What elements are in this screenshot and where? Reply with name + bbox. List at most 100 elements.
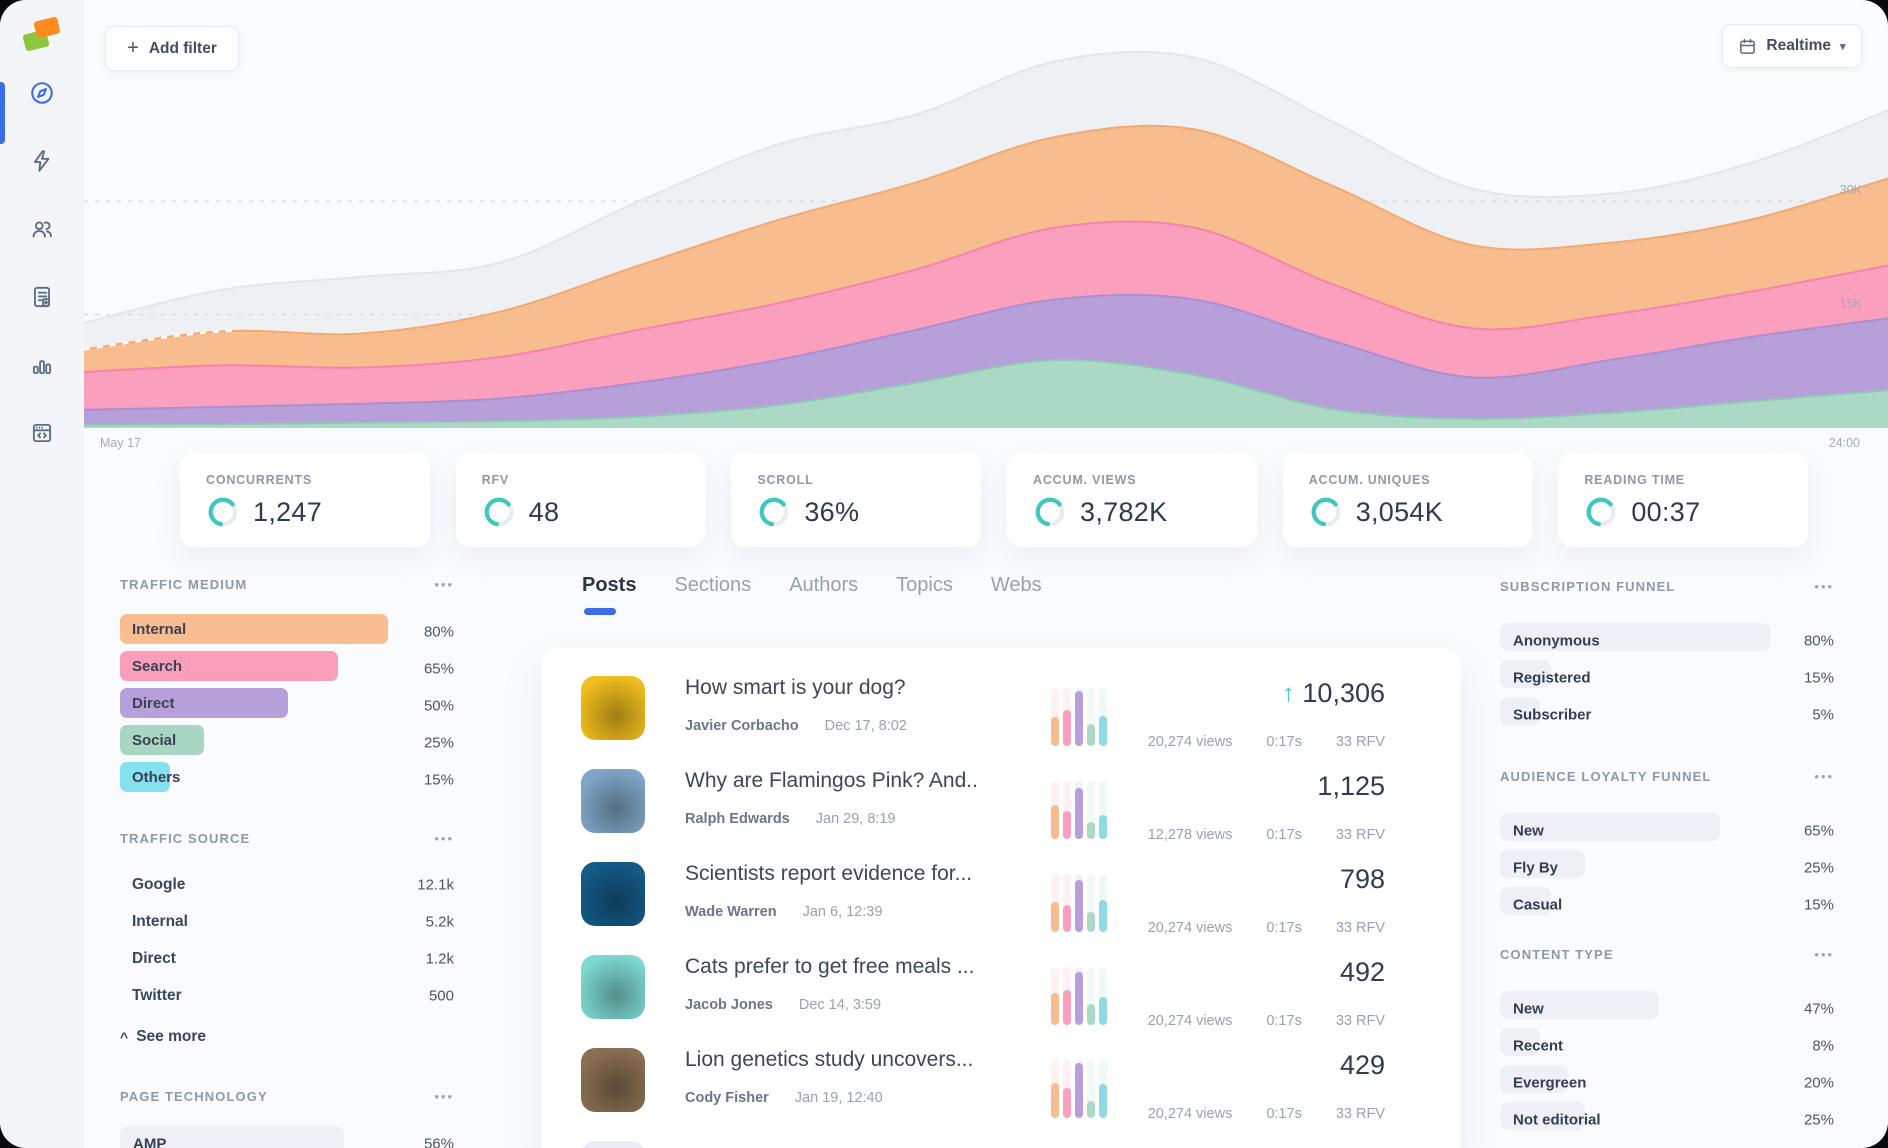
chart-line-search xyxy=(83,220,1888,374)
kpi-value: 48 xyxy=(528,496,560,527)
realtime-dropdown[interactable]: Realtime ▾ xyxy=(1722,24,1862,68)
post-value: ↑ 10,306 xyxy=(1282,678,1385,709)
post-stats: 20,274 views 0:17s 33 RFV xyxy=(1148,920,1385,936)
y-tick-15k: 15K xyxy=(1839,297,1862,311)
page-technology-row-label: AMP xyxy=(133,1135,167,1148)
see-more-label: See more xyxy=(136,1028,206,1045)
traffic-source-row[interactable]: Google 12.1k xyxy=(120,866,454,903)
subscription-funnel-row-bar[interactable] xyxy=(1500,697,1540,725)
traffic-medium-bar[interactable]: Others xyxy=(120,762,180,792)
page-technology-row-bar[interactable] xyxy=(120,1126,344,1148)
progress-arc-icon xyxy=(1311,497,1341,527)
more-options-icon[interactable]: ••• xyxy=(434,577,454,592)
post-row[interactable]: How smart is your dog? Javier Corbacho Dec… xyxy=(581,676,1385,754)
tab-authors[interactable]: Authors xyxy=(789,574,859,596)
traffic-source-row[interactable]: Twitter 500 xyxy=(120,977,454,1014)
traffic-source-label: Internal xyxy=(132,912,188,930)
sidebar-item-content[interactable] xyxy=(27,282,57,312)
post-row[interactable]: Lion genetics study uncovers... Cody Fish… xyxy=(581,1048,1385,1126)
mini-bar-column xyxy=(1075,967,1083,1025)
post-value: 798 xyxy=(1340,864,1385,895)
subscription-funnel-row-bar[interactable] xyxy=(1500,660,1551,688)
traffic-medium-bar[interactable]: Direct xyxy=(120,688,288,718)
post-author: Javier Corbacho xyxy=(685,718,799,734)
content-type-row-bar[interactable] xyxy=(1500,1102,1585,1130)
post-time: 0:17s xyxy=(1266,734,1302,750)
content-type-row: Recent 8% xyxy=(1500,1027,1834,1064)
page-technology-panel: PAGE TECHNOLOGY ••• AMP 56% xyxy=(120,1086,454,1148)
traffic-medium-value: 25% xyxy=(423,734,454,751)
post-date: Jan 6, 12:39 xyxy=(802,904,883,920)
more-options-icon[interactable]: ••• xyxy=(434,1089,454,1104)
kpi-value-row: 1,247 xyxy=(206,495,404,529)
audience-loyalty-row-bar[interactable] xyxy=(1500,887,1551,915)
mini-bar-column xyxy=(1099,874,1107,932)
content-type-row-bar[interactable] xyxy=(1500,1065,1568,1093)
mini-bar xyxy=(1075,690,1083,746)
mini-bar-column xyxy=(1075,781,1083,839)
traffic-source-row[interactable]: Direct 1.2k xyxy=(120,940,454,977)
kpi-card: CONCURRENTS 1,247 xyxy=(180,453,430,547)
traffic-medium-bar[interactable]: Search xyxy=(120,651,338,681)
sidebar-item-discover[interactable] xyxy=(27,78,57,108)
kpi-value-row: 00:37 xyxy=(1584,495,1782,529)
mini-bar xyxy=(1099,715,1107,746)
mini-bar-column xyxy=(1087,1060,1095,1118)
mini-bar xyxy=(1075,1062,1083,1118)
post-time: 0:17s xyxy=(1266,920,1302,936)
sidebar-item-audience[interactable] xyxy=(27,214,57,244)
tab-webs[interactable]: Webs xyxy=(990,574,1042,596)
traffic-medium-value: 80% xyxy=(423,623,454,640)
progress-arc-icon xyxy=(484,497,514,527)
post-value-number: 798 xyxy=(1339,864,1385,894)
app-logo[interactable] xyxy=(22,16,64,58)
traffic-medium-value: 50% xyxy=(423,697,454,714)
content-type-row-label: Evergreen xyxy=(1513,1074,1587,1091)
tab-topics[interactable]: Topics xyxy=(896,574,953,596)
audience-loyalty-row-bar[interactable] xyxy=(1500,850,1585,878)
chart-line-social xyxy=(83,358,1888,426)
calendar-icon xyxy=(1740,38,1756,54)
kpi-card: RFV 48 xyxy=(455,453,706,547)
post-views: 20,274 views xyxy=(1147,734,1233,750)
subscription-funnel-panel: SUBSCRIPTION FUNNEL ••• Anonymous 80% Regi… xyxy=(1500,576,1834,733)
traffic-medium-bar[interactable]: Social xyxy=(120,725,204,755)
more-options-icon[interactable]: ••• xyxy=(434,831,454,846)
post-rfv: 33 RFV xyxy=(1335,920,1385,936)
chart-band-direct xyxy=(84,294,1888,428)
sidebar-item-analytics[interactable] xyxy=(27,350,57,380)
traffic-medium-row: Search 65% xyxy=(120,650,454,687)
post-meta: Javier Corbacho Dec 17, 8:02 xyxy=(685,718,907,734)
more-options-icon[interactable]: ••• xyxy=(1814,769,1834,784)
content-type-row-bar[interactable] xyxy=(1500,991,1659,1019)
traffic-medium-bar[interactable]: Internal xyxy=(120,614,388,644)
post-row[interactable]: Scientists report evidence for... Wade Wa… xyxy=(581,862,1385,940)
tab-sections[interactable]: Sections xyxy=(674,574,752,596)
mini-bar xyxy=(1075,787,1083,839)
content-type-row-label: Recent xyxy=(1513,1037,1564,1054)
add-filter-button[interactable]: + Add filter xyxy=(105,26,239,71)
traffic-source-value: 5.2k xyxy=(425,913,454,930)
x-axis-start-label: May 17 xyxy=(100,436,141,450)
traffic-source-row[interactable]: Internal 5.2k xyxy=(120,903,454,940)
post-thumbnail xyxy=(581,955,645,1019)
subscription-funnel-row-bar[interactable] xyxy=(1500,623,1770,651)
sidebar-item-developer[interactable] xyxy=(27,418,57,448)
audience-loyalty-funnel-title: AUDIENCE LOYALTY FUNNEL xyxy=(1500,769,1712,784)
mini-bar-track xyxy=(1063,781,1071,839)
post-row[interactable]: Cats prefer to get free meals ... Jacob J… xyxy=(581,955,1385,1033)
post-meta: Ralph Edwards Jan 29, 8:19 xyxy=(685,811,896,827)
more-options-icon[interactable]: ••• xyxy=(1814,947,1834,962)
mini-bar-column xyxy=(1087,688,1095,746)
more-options-icon[interactable]: ••• xyxy=(1814,579,1834,594)
content-type-row-bar[interactable] xyxy=(1500,1028,1540,1056)
sidebar-item-boost[interactable] xyxy=(27,146,57,176)
audience-loyalty-row-bar[interactable] xyxy=(1500,813,1720,841)
see-more-toggle[interactable]: ^ See more xyxy=(120,1028,454,1046)
chart-band-social xyxy=(84,359,1888,428)
mini-bar-column xyxy=(1075,688,1083,746)
plus-icon: + xyxy=(127,37,139,59)
tab-posts[interactable]: Posts xyxy=(582,574,637,596)
post-row[interactable]: Why are Flamingos Pink? And.. Ralph Edwar… xyxy=(581,769,1385,847)
